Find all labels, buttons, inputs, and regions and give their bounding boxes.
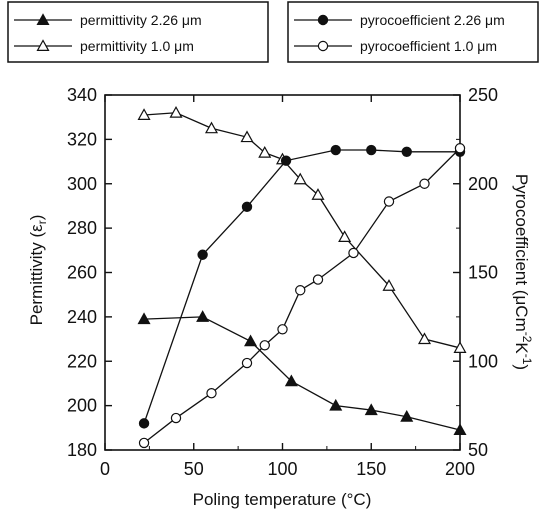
series-line bbox=[144, 112, 461, 349]
y-right-tick-label: 200 bbox=[468, 174, 498, 194]
data-point bbox=[419, 178, 430, 189]
series-line bbox=[143, 149, 460, 424]
data-point bbox=[401, 146, 412, 157]
x-tick-label: 0 bbox=[100, 459, 110, 479]
series-triangle-open bbox=[137, 106, 467, 353]
y-right-tick-label: 100 bbox=[468, 351, 498, 371]
x-tick-label: 50 bbox=[184, 459, 204, 479]
data-point bbox=[295, 285, 306, 296]
data-point bbox=[338, 230, 352, 242]
legend-marker bbox=[36, 39, 50, 52]
x-tick-label: 100 bbox=[267, 459, 297, 479]
data-point bbox=[137, 108, 151, 120]
y-right-tick-label: 250 bbox=[468, 85, 498, 105]
series-triangle-filled bbox=[137, 310, 467, 436]
data-point bbox=[240, 130, 254, 143]
data-point bbox=[169, 106, 183, 118]
y-axis-right-title: Pyrocoefficient (μCm-2K-1) bbox=[512, 174, 534, 370]
y-left-tick-label: 300 bbox=[67, 174, 97, 194]
y-left-tick-label: 220 bbox=[67, 351, 97, 371]
data-point bbox=[244, 334, 258, 347]
data-point bbox=[197, 249, 208, 260]
data-point bbox=[241, 201, 253, 213]
data-point bbox=[382, 279, 396, 291]
legend-label: pyrocoefficient 2.26 μm bbox=[360, 12, 505, 28]
x-tick-label: 150 bbox=[356, 459, 386, 479]
data-point bbox=[280, 155, 292, 166]
series-line bbox=[143, 147, 461, 444]
series-line bbox=[144, 316, 461, 431]
y-left-tick-label: 280 bbox=[67, 218, 97, 238]
data-point bbox=[259, 340, 270, 351]
data-point bbox=[329, 398, 343, 411]
legend-right: pyrocoefficient 2.26 μm pyrocoefficient 1… bbox=[287, 1, 539, 63]
data-point bbox=[453, 423, 467, 436]
data-point bbox=[311, 188, 325, 200]
data-point bbox=[241, 357, 253, 369]
y-axis-left-title: Permittivity (εr) bbox=[27, 215, 49, 326]
legend-marker bbox=[36, 13, 50, 25]
legend-marker bbox=[317, 40, 329, 52]
data-point bbox=[417, 332, 432, 345]
data-point bbox=[138, 418, 150, 429]
y-right-tick-label: 50 bbox=[468, 440, 488, 460]
legend-label: permittivity 1.0 μm bbox=[80, 38, 194, 54]
legend-label: pyrocoefficient 1.0 μm bbox=[360, 38, 497, 54]
data-point bbox=[366, 144, 377, 156]
data-point bbox=[170, 412, 182, 424]
y-left-tick-label: 180 bbox=[67, 440, 97, 460]
data-point bbox=[293, 172, 307, 185]
y-left-tick-label: 200 bbox=[67, 396, 97, 416]
data-point bbox=[137, 312, 151, 325]
legend-marker bbox=[317, 14, 329, 26]
data-point bbox=[277, 324, 288, 335]
data-point bbox=[454, 143, 466, 154]
legend-left: permittivity 2.26 μm permittivity 1.0 μm bbox=[7, 1, 269, 63]
series-circle-open bbox=[138, 143, 466, 449]
x-axis-title: Poling temperature (°C) bbox=[193, 490, 372, 509]
data-point bbox=[206, 388, 217, 399]
data-point bbox=[204, 121, 219, 134]
data-point bbox=[330, 144, 341, 156]
x-tick-label: 200 bbox=[445, 459, 475, 479]
data-point bbox=[258, 145, 272, 158]
data-point bbox=[383, 196, 395, 207]
y-left-tick-label: 260 bbox=[67, 263, 97, 283]
data-point bbox=[400, 409, 414, 422]
y-left-tick-label: 240 bbox=[67, 307, 97, 327]
data-point bbox=[453, 341, 467, 353]
y-right-tick-label: 150 bbox=[468, 263, 498, 283]
y-left-tick-label: 340 bbox=[67, 85, 97, 105]
data-point bbox=[364, 403, 378, 416]
legend-label: permittivity 2.26 μm bbox=[80, 12, 202, 28]
data-point bbox=[348, 247, 359, 259]
data-point bbox=[138, 437, 150, 449]
data-point bbox=[196, 310, 210, 322]
data-point bbox=[284, 374, 298, 387]
data-point bbox=[312, 274, 324, 285]
y-left-tick-label: 320 bbox=[67, 129, 97, 149]
